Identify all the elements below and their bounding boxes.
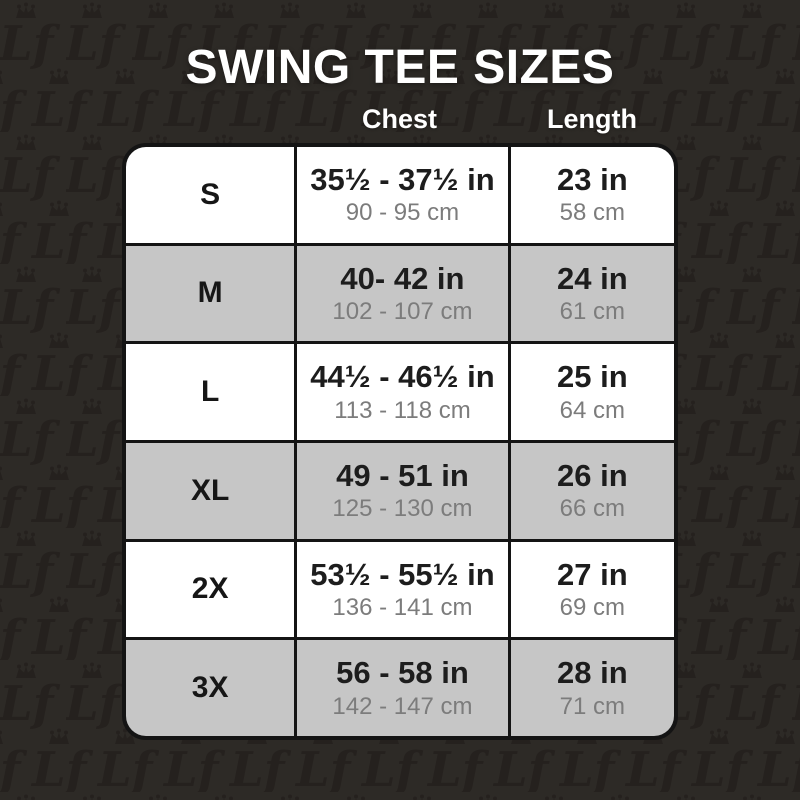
length-inches: 28 in xyxy=(557,655,628,691)
size-cell: S xyxy=(126,147,295,243)
length-cell: 25 in 64 cm xyxy=(510,344,674,440)
chest-inches: 40- 42 in xyxy=(340,260,465,296)
size-cell: L xyxy=(126,344,295,440)
length-inches: 26 in xyxy=(557,458,628,494)
chest-cell: 40- 42 in 102 - 107 cm xyxy=(297,245,508,342)
length-cm: 71 cm xyxy=(559,692,625,720)
page-title: SWING TEE SIZES xyxy=(185,41,615,94)
chest-cm: 113 - 118 cm xyxy=(334,396,471,424)
chest-cm: 125 - 130 cm xyxy=(332,495,473,523)
length-cell: 24 in 61 cm xyxy=(510,245,674,342)
column-header-length: Length xyxy=(547,104,637,134)
length-cell: 27 in 69 cm xyxy=(510,541,674,638)
length-cell: 28 in 71 cm xyxy=(510,640,674,736)
length-inches: 24 in xyxy=(557,260,628,296)
chest-cell: 56 - 58 in 142 - 147 cm xyxy=(297,640,508,736)
chest-cell: 53½ - 55½ in 136 - 141 cm xyxy=(297,541,508,638)
length-cm: 58 cm xyxy=(559,199,625,227)
length-inches: 27 in xyxy=(557,556,628,592)
size-chart-table: S 35½ - 37½ in 90 - 95 cm 23 in 58 cm M … xyxy=(122,143,678,740)
size-label: 2X xyxy=(191,572,229,606)
length-inches: 25 in xyxy=(557,359,628,395)
chest-inches: 44½ - 46½ in xyxy=(310,359,495,395)
length-cell: 26 in 66 cm xyxy=(510,442,674,539)
size-cell: 2X xyxy=(126,541,295,638)
chest-inches: 35½ - 37½ in xyxy=(310,162,495,198)
chest-cm: 102 - 107 cm xyxy=(332,297,473,325)
size-label: M xyxy=(197,276,223,310)
length-cm: 64 cm xyxy=(559,396,625,424)
size-cell: XL xyxy=(126,442,295,539)
column-header-chest: Chest xyxy=(361,104,437,134)
chest-cm: 136 - 141 cm xyxy=(332,593,473,621)
size-cell: M xyxy=(126,245,295,342)
length-cm: 69 cm xyxy=(559,593,625,621)
length-inches: 23 in xyxy=(557,162,628,198)
chest-cell: 44½ - 46½ in 113 - 118 cm xyxy=(297,344,508,440)
size-label: 3X xyxy=(191,671,229,705)
length-cm: 66 cm xyxy=(559,495,625,523)
chest-cell: 35½ - 37½ in 90 - 95 cm xyxy=(297,147,508,243)
chest-inches: 49 - 51 in xyxy=(336,458,469,494)
size-label: S xyxy=(200,177,221,211)
chest-cm: 90 - 95 cm xyxy=(345,199,460,227)
chest-cell: 49 - 51 in 125 - 130 cm xyxy=(297,442,508,539)
length-cell: 23 in 58 cm xyxy=(510,147,674,243)
chest-cm: 142 - 147 cm xyxy=(332,692,473,720)
size-cell: 3X xyxy=(126,640,295,736)
chest-inches: 53½ - 55½ in xyxy=(310,556,495,592)
size-label: L xyxy=(200,375,220,409)
chest-inches: 56 - 58 in xyxy=(336,655,469,691)
length-cm: 61 cm xyxy=(559,297,625,325)
size-label: XL xyxy=(190,473,230,507)
